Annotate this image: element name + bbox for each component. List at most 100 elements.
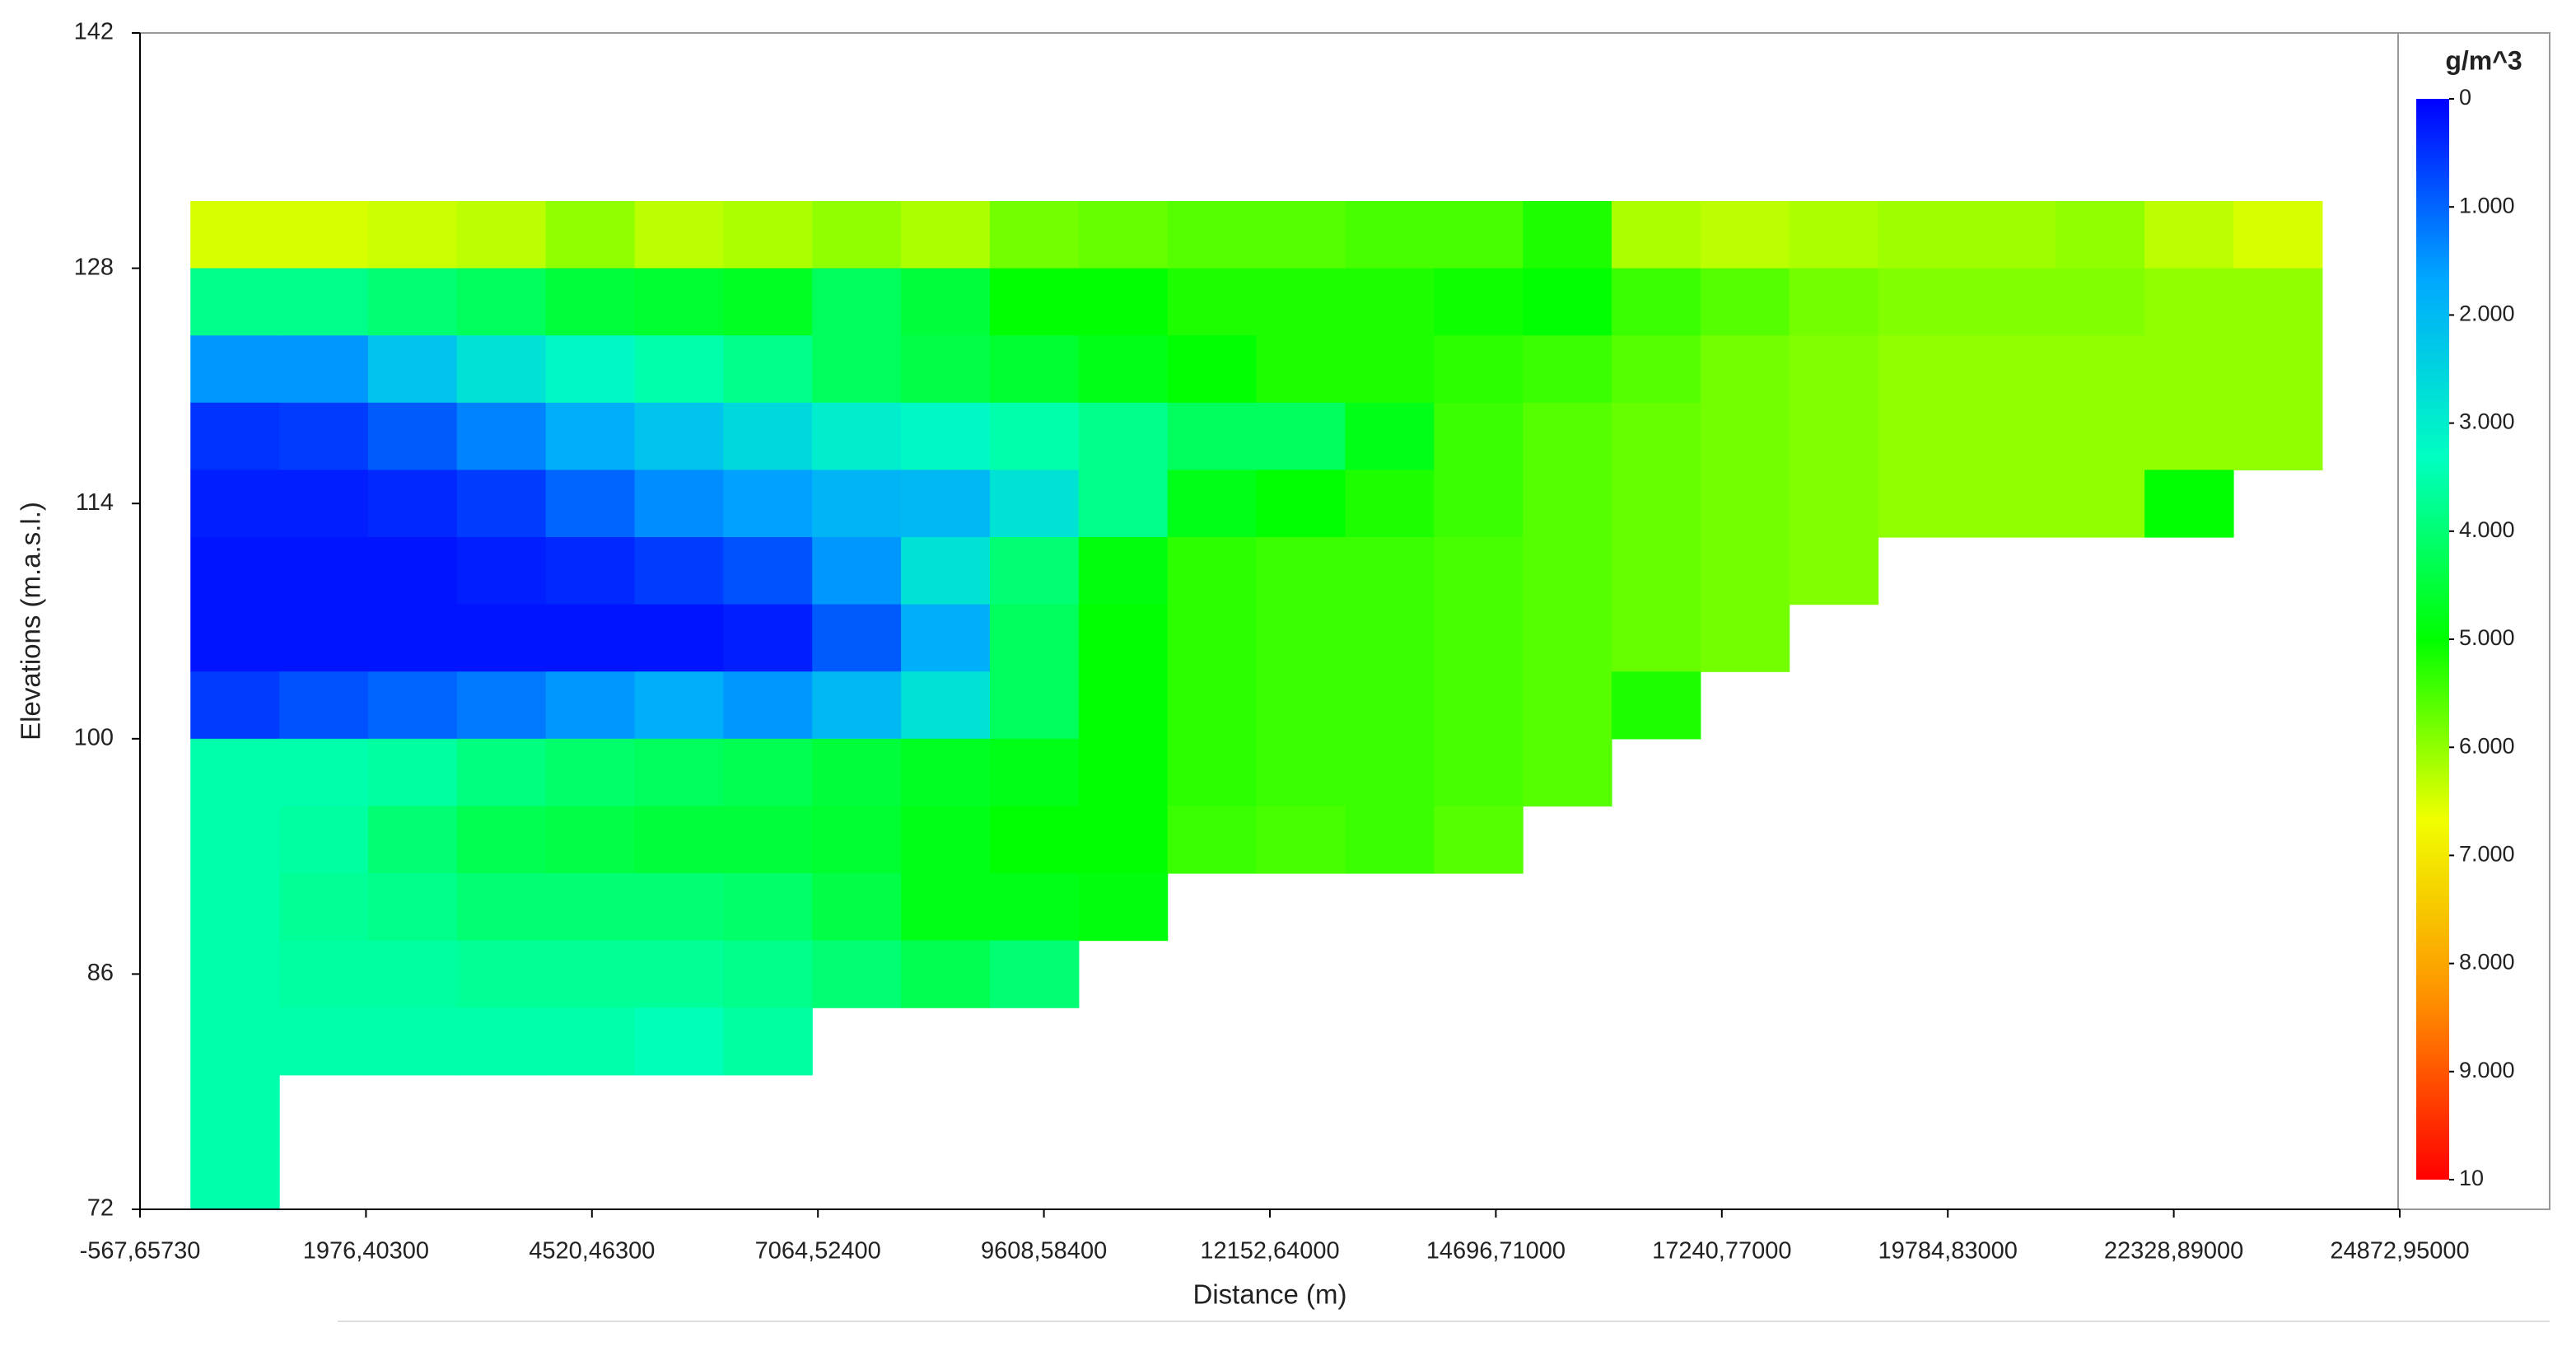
cell xyxy=(2144,268,2234,336)
cell xyxy=(2056,470,2145,538)
cell xyxy=(989,402,1080,470)
cell xyxy=(1789,537,1879,605)
cell xyxy=(1967,201,2056,269)
cell xyxy=(1611,402,1701,470)
colorbar-tick-label: 7.000 xyxy=(2459,842,2515,867)
cell xyxy=(634,470,724,538)
cell xyxy=(1078,873,1169,942)
cell xyxy=(812,940,902,1008)
cell xyxy=(2056,335,2145,404)
cell xyxy=(1256,470,1346,538)
cell xyxy=(1167,470,1258,538)
cell xyxy=(1078,671,1169,740)
cell xyxy=(1256,268,1346,336)
cell xyxy=(634,671,724,740)
cell xyxy=(1523,537,1612,605)
x-tick-label: 19784,83000 xyxy=(1878,1238,2018,1265)
cell xyxy=(2056,402,2145,470)
cell xyxy=(367,940,458,1008)
colorbar-tick-label: 5.000 xyxy=(2459,625,2515,650)
x-tick-label: 7064,52400 xyxy=(755,1238,881,1265)
cell xyxy=(901,201,991,269)
cell xyxy=(545,268,636,336)
y-tick-label: 128 xyxy=(74,254,114,280)
cell xyxy=(1078,335,1169,404)
cell xyxy=(989,537,1080,605)
cell xyxy=(634,335,724,404)
cell xyxy=(1789,402,1879,470)
cell xyxy=(1700,470,1790,538)
cell xyxy=(1700,201,1790,269)
cell xyxy=(723,268,813,336)
cell xyxy=(1078,402,1169,470)
colorbar xyxy=(2416,99,2449,1180)
cell xyxy=(1345,738,1435,806)
cell xyxy=(812,604,902,672)
cell xyxy=(901,806,991,874)
cell xyxy=(1434,268,1524,336)
cell xyxy=(1611,335,1701,404)
cell xyxy=(1078,201,1169,269)
cell xyxy=(456,268,547,336)
cell xyxy=(367,335,458,404)
cell xyxy=(367,738,458,806)
cell xyxy=(279,537,369,605)
cell xyxy=(1523,201,1612,269)
cell xyxy=(1700,268,1790,336)
cell xyxy=(545,671,636,740)
cell xyxy=(1700,402,1790,470)
cell xyxy=(2233,201,2323,269)
cell xyxy=(723,537,813,605)
cell xyxy=(901,738,991,806)
cell xyxy=(1878,470,1968,538)
cell xyxy=(1611,201,1701,269)
cell xyxy=(1256,201,1346,269)
x-tick-label: -567,65730 xyxy=(80,1238,201,1265)
cell xyxy=(812,402,902,470)
cell xyxy=(1523,671,1612,740)
cell xyxy=(190,268,280,336)
cell xyxy=(279,201,369,269)
cell xyxy=(989,940,1080,1008)
cell xyxy=(190,738,280,806)
cell xyxy=(1078,268,1169,336)
cell xyxy=(279,940,369,1008)
cell xyxy=(2144,470,2234,538)
cell xyxy=(190,1074,280,1143)
cell xyxy=(812,268,902,336)
cell xyxy=(367,201,458,269)
cell xyxy=(1700,604,1790,672)
cell xyxy=(1434,604,1524,672)
y-tick-label: 114 xyxy=(76,489,114,516)
cell xyxy=(279,402,369,470)
cell xyxy=(1434,738,1524,806)
cell xyxy=(989,268,1080,336)
cell xyxy=(1167,201,1258,269)
cell xyxy=(545,470,636,538)
colorbar-tick-label: 6.000 xyxy=(2459,733,2515,758)
cell xyxy=(723,470,813,538)
cell xyxy=(456,940,547,1008)
cell xyxy=(2056,201,2145,269)
cell xyxy=(812,201,902,269)
y-tick-label: 100 xyxy=(74,724,114,750)
x-tick-label: 24872,95000 xyxy=(2330,1238,2469,1265)
cell xyxy=(1345,470,1435,538)
cell xyxy=(901,470,991,538)
cell xyxy=(279,335,369,404)
cell xyxy=(1167,335,1258,404)
cell xyxy=(367,604,458,672)
cell xyxy=(367,671,458,740)
cell xyxy=(634,806,724,874)
cell xyxy=(1167,537,1258,605)
cell xyxy=(279,806,369,874)
y-tick-label: 142 xyxy=(74,19,114,45)
cell xyxy=(2233,268,2323,336)
cell xyxy=(545,402,636,470)
cell xyxy=(1345,537,1435,605)
cell xyxy=(1078,738,1169,806)
cell xyxy=(545,537,636,605)
cell xyxy=(634,738,724,806)
cell xyxy=(1256,806,1346,874)
cell xyxy=(723,940,813,1008)
